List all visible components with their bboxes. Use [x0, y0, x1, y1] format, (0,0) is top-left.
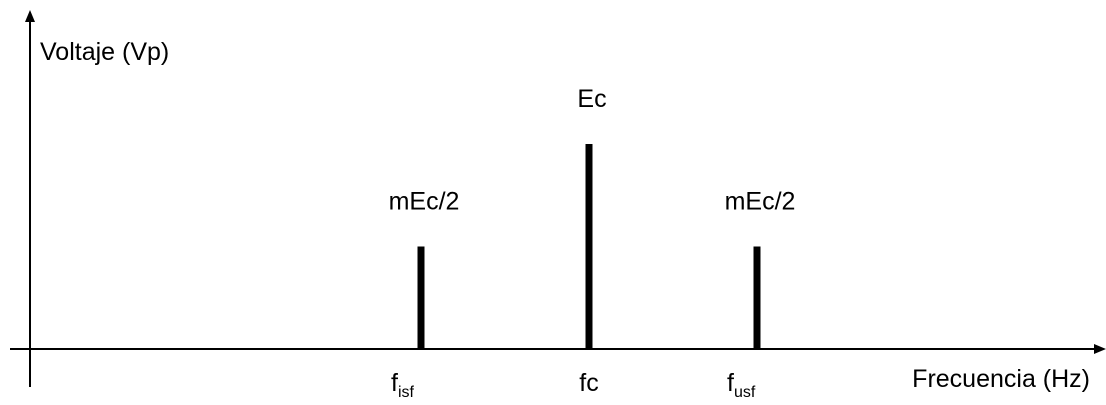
x-axis-arrowhead	[1094, 344, 1106, 354]
x-axis-label: Frecuencia (Hz)	[912, 365, 1090, 393]
frequency-tick-label-1: fc	[579, 369, 598, 397]
spectral-line-labels: mEc/2 Ec mEc/2	[389, 85, 796, 216]
tick-label-sub-2: usf	[734, 384, 756, 401]
frequency-tick-label-2: fusf	[727, 369, 756, 401]
tick-label-main-0: f	[391, 369, 398, 397]
spectral-line-label-2: mEc/2	[725, 188, 796, 216]
frequency-tick-labels: fisf fc fusf	[391, 369, 756, 401]
tick-label-sub-0: isf	[398, 384, 415, 401]
y-axis-label: Voltaje (Vp)	[40, 38, 169, 66]
spectral-line-1	[585, 144, 593, 349]
spectral-line-label-0: mEc/2	[389, 188, 460, 216]
y-axis-arrowhead	[25, 10, 35, 22]
spectral-line-2	[753, 246, 761, 349]
frequency-tick-label-0: fisf	[391, 369, 415, 401]
spectral-lines	[417, 144, 761, 349]
spectral-line-0	[417, 246, 425, 349]
spectral-line-label-1: Ec	[577, 85, 606, 113]
tick-label-main-2: f	[727, 369, 734, 397]
